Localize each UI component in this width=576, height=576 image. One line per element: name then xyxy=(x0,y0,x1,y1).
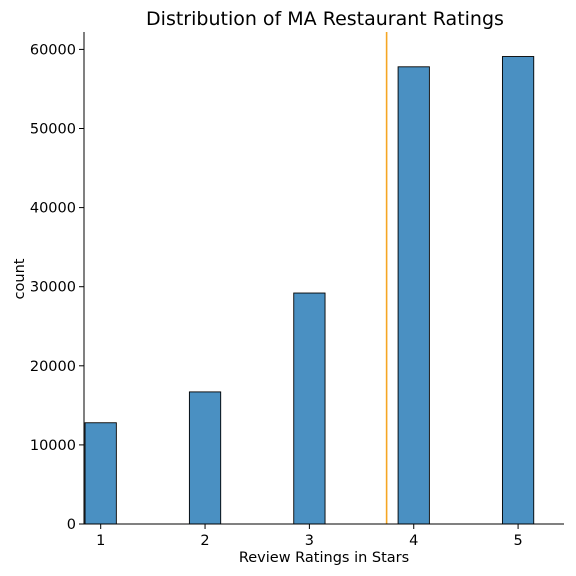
y-tick-label: 20000 xyxy=(30,359,76,375)
bar-2-stars xyxy=(188,391,222,525)
bars-layer xyxy=(84,56,535,525)
bar-1-stars xyxy=(84,422,117,525)
bar-3-stars xyxy=(293,292,326,525)
x-tick-label: 4 xyxy=(409,533,418,549)
chart-title: Distribution of MA Restaurant Ratings xyxy=(146,8,504,30)
y-tick-label: 10000 xyxy=(30,438,76,454)
y-tick-label: 30000 xyxy=(30,280,76,296)
bar-4-stars xyxy=(397,66,430,525)
x-axis-label: Review Ratings in Stars xyxy=(239,550,409,566)
axes-layer xyxy=(83,32,564,525)
bar-5-stars xyxy=(501,56,535,525)
x-tick-label: 1 xyxy=(96,533,105,549)
x-tick-label: 3 xyxy=(305,533,314,549)
y-tick-label: 40000 xyxy=(30,201,76,217)
ticks-layer: 1 2 3 4 5 0 10000 20000 30000 40000 50000 60000 xyxy=(30,42,523,549)
x-tick-label: 5 xyxy=(513,533,522,549)
y-tick-label: 60000 xyxy=(30,42,76,58)
y-axis-label: count xyxy=(12,258,28,299)
y-tick-label: 50000 xyxy=(30,122,76,138)
x-tick-label: 2 xyxy=(200,533,209,549)
y-tick-label: 0 xyxy=(67,517,76,533)
